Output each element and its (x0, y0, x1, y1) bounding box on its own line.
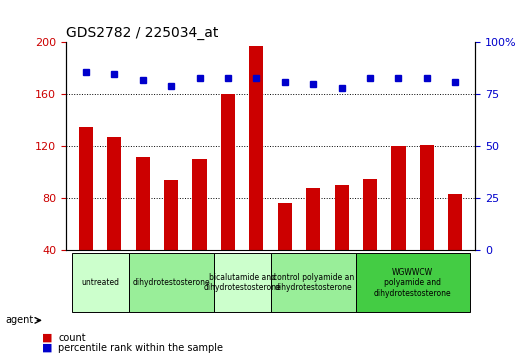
Text: GDS2782 / 225034_at: GDS2782 / 225034_at (66, 26, 219, 40)
Text: ■: ■ (42, 343, 53, 353)
Text: WGWWCW
polyamide and
dihydrotestosterone: WGWWCW polyamide and dihydrotestosterone (374, 268, 451, 297)
FancyBboxPatch shape (356, 253, 469, 312)
Text: control polyamide an
dihydrotestosterone: control polyamide an dihydrotestosterone (272, 273, 354, 292)
Bar (448, 194, 463, 302)
FancyBboxPatch shape (128, 253, 214, 312)
Text: dihydrotestosterone: dihydrotestosterone (133, 278, 210, 287)
Bar (192, 159, 206, 302)
FancyBboxPatch shape (72, 253, 128, 312)
Bar (420, 145, 434, 302)
Text: count: count (58, 333, 86, 343)
Bar (107, 137, 121, 302)
Bar (79, 127, 93, 302)
Text: agent: agent (5, 315, 34, 325)
Bar (221, 95, 235, 302)
Bar (391, 146, 406, 302)
Text: ■: ■ (42, 333, 53, 343)
Bar (363, 179, 377, 302)
Bar (335, 185, 349, 302)
Bar (249, 46, 263, 302)
Text: percentile rank within the sample: percentile rank within the sample (58, 343, 223, 353)
Bar (164, 180, 178, 302)
Text: bicalutamide and
dihydrotestosterone: bicalutamide and dihydrotestosterone (203, 273, 281, 292)
FancyBboxPatch shape (214, 253, 271, 312)
FancyBboxPatch shape (271, 253, 356, 312)
Bar (278, 204, 292, 302)
Bar (136, 157, 150, 302)
Text: untreated: untreated (81, 278, 119, 287)
Bar (306, 188, 320, 302)
